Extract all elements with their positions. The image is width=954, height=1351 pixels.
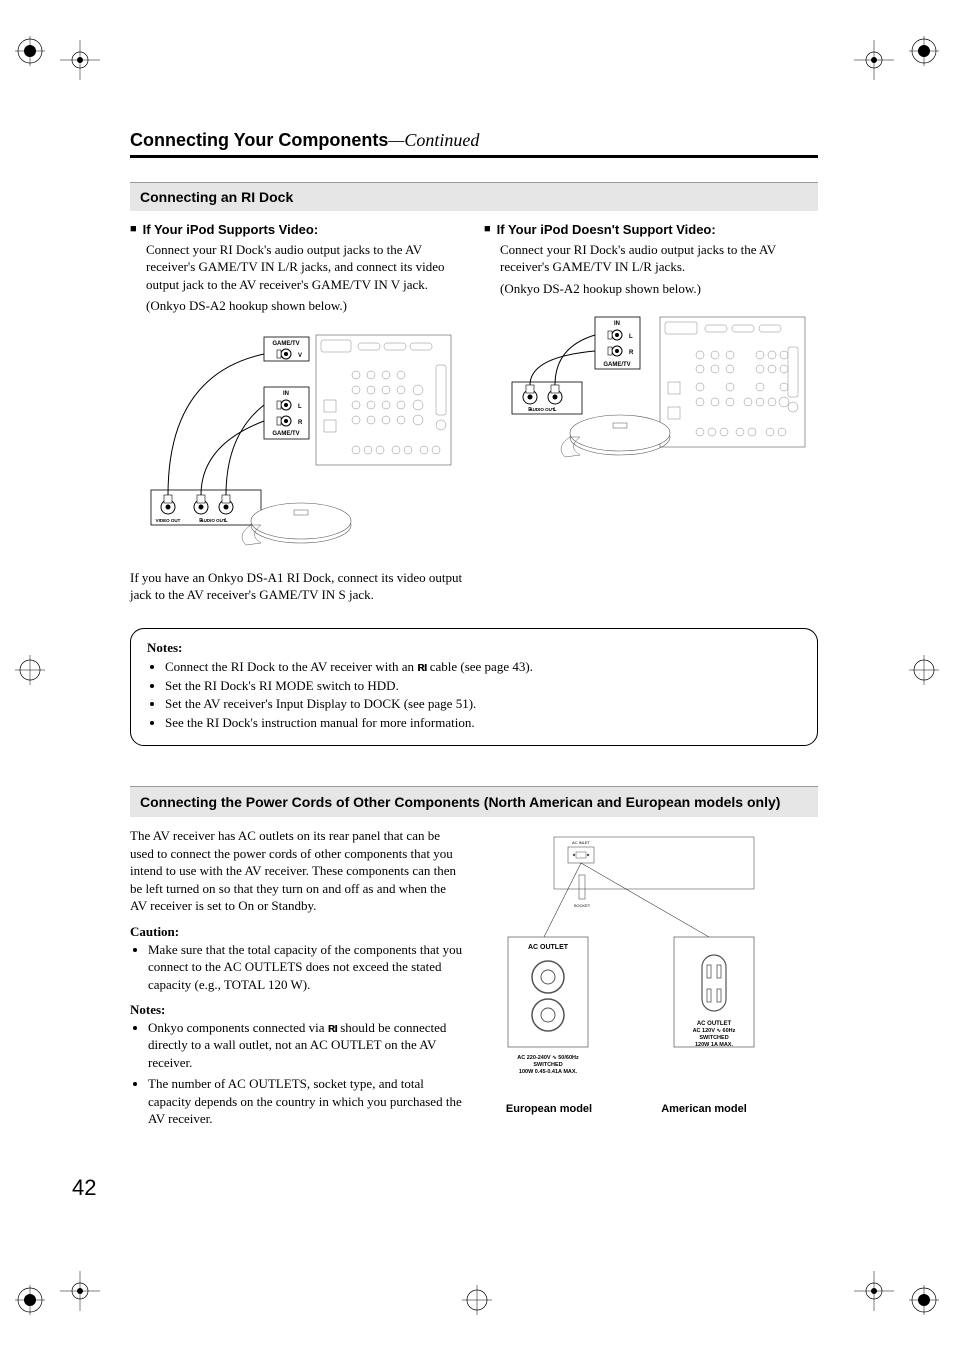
right-p1: Connect your RI Dock's audio output jack… — [484, 241, 818, 276]
section2-title: Connecting the Power Cords of Other Comp… — [130, 786, 818, 817]
label-l: L — [298, 404, 302, 410]
right-p2: (Onkyo DS-A2 hookup shown below.) — [484, 280, 818, 298]
notes-title: Notes: — [147, 639, 801, 658]
amer-model-label: American model — [654, 1102, 754, 1117]
left-p2: (Onkyo DS-A2 hookup shown below.) — [130, 297, 464, 315]
notes2-item-1: Onkyo components connected via ʀı should… — [148, 1019, 464, 1072]
svg-text:L: L — [553, 407, 556, 413]
page-header: Connecting Your Components—Continued — [130, 130, 818, 158]
ac-outlet-label-eu: AC OUTLET — [528, 944, 569, 951]
label-in: IN — [283, 391, 289, 397]
section1-left: ■ If Your iPod Supports Video: Connect y… — [130, 221, 464, 604]
section2: Connecting the Power Cords of Other Comp… — [130, 786, 818, 1132]
section2-diagram: AC INLET SOCKET AC OUTLET AC 220-240V ∿ … — [484, 827, 818, 1132]
crop-mark-bl — [15, 1285, 45, 1315]
page-content: Connecting Your Components—Continued Con… — [130, 130, 818, 1132]
left-heading: If Your iPod Supports Video: — [143, 221, 319, 239]
square-bullet-icon: ■ — [484, 221, 491, 238]
svg-text:IN: IN — [614, 321, 620, 327]
left-subhead: ■ If Your iPod Supports Video: — [130, 221, 464, 239]
svg-text:AUDIO OUT: AUDIO OUT — [200, 518, 226, 523]
left-post-text: If you have an Onkyo DS-A1 RI Dock, conn… — [130, 569, 464, 604]
svg-text:L: L — [224, 518, 227, 524]
crop-mark-tr — [909, 36, 939, 66]
crop-mark-tl — [15, 36, 45, 66]
svg-text:SWITCHED: SWITCHED — [699, 1035, 728, 1041]
svg-text:R: R — [629, 350, 634, 356]
left-p1: Connect your RI Dock's audio output jack… — [130, 241, 464, 294]
svg-text:SWITCHED: SWITCHED — [533, 1062, 562, 1068]
svg-text:GAME/TV: GAME/TV — [603, 362, 630, 368]
header-title: Connecting Your Components — [130, 130, 388, 150]
caution-title: Caution: — [130, 923, 464, 941]
crop-mark-bc — [462, 1285, 492, 1315]
crop-mark-ml — [15, 655, 45, 685]
crop-mark-mr — [909, 655, 939, 685]
align-br — [854, 1271, 894, 1311]
svg-text:AC INLET: AC INLET — [572, 840, 591, 845]
right-subhead: ■ If Your iPod Doesn't Support Video: — [484, 221, 818, 239]
svg-text:100W 0.45-0.41A MAX.: 100W 0.45-0.41A MAX. — [519, 1069, 578, 1075]
right-heading: If Your iPod Doesn't Support Video: — [497, 221, 716, 239]
label-gametv2: GAME/TV — [272, 431, 299, 437]
svg-text:AC 120V ∿ 60Hz: AC 120V ∿ 60Hz — [693, 1028, 736, 1034]
svg-text:120W 1A MAX.: 120W 1A MAX. — [695, 1042, 733, 1048]
ri-icon: ʀı — [328, 1020, 337, 1035]
caution-list: Make sure that the total capacity of the… — [130, 941, 464, 994]
section1-title: Connecting an RI Dock — [130, 182, 818, 211]
svg-text:AC OUTLET: AC OUTLET — [697, 1021, 732, 1027]
euro-model-label: European model — [504, 1102, 594, 1117]
align-bl — [60, 1271, 100, 1311]
section1-columns: ■ If Your iPod Supports Video: Connect y… — [130, 221, 818, 604]
align-tl — [60, 40, 100, 80]
notes2-title: Notes: — [130, 1001, 464, 1019]
crop-mark-br — [909, 1285, 939, 1315]
note-item-3: Set the AV receiver's Input Display to D… — [165, 695, 801, 714]
page-number: 42 — [72, 1175, 96, 1201]
left-diagram: GAME/TV V IN L R GAME/TV — [146, 325, 464, 555]
svg-text:SOCKET: SOCKET — [574, 903, 591, 908]
note-item-1: Connect the RI Dock to the AV receiver w… — [165, 658, 801, 677]
notes-list: Connect the RI Dock to the AV receiver w… — [147, 658, 801, 733]
svg-text:L: L — [629, 334, 633, 340]
notes2-list: Onkyo components connected via ʀı should… — [130, 1019, 464, 1128]
align-tr — [854, 40, 894, 80]
label-v: V — [298, 353, 302, 359]
svg-text:AUDIO OUT: AUDIO OUT — [529, 407, 555, 412]
section1-right: ■ If Your iPod Doesn't Support Video: Co… — [484, 221, 818, 604]
note-item-2: Set the RI Dock's RI MODE switch to HDD. — [165, 677, 801, 696]
label-r: R — [298, 420, 303, 426]
section2-intro: The AV receiver has AC outlets on its re… — [130, 827, 464, 915]
section2-columns: The AV receiver has AC outlets on its re… — [130, 827, 818, 1132]
label-video-out: VIDEO OUT — [156, 518, 181, 523]
right-diagram: IN L R GAME/TV R AUDIO OUT L — [500, 307, 818, 477]
svg-text:AC 220-240V ∿ 50/60Hz: AC 220-240V ∿ 50/60Hz — [517, 1055, 579, 1061]
notes2-item-2: The number of AC OUTLETS, socket type, a… — [148, 1075, 464, 1128]
notes-box: Notes: Connect the RI Dock to the AV rec… — [130, 628, 818, 746]
label-gametv1: GAME/TV — [272, 341, 299, 347]
caution-item: Make sure that the total capacity of the… — [148, 941, 464, 994]
note-item-4: See the RI Dock's instruction manual for… — [165, 714, 801, 733]
square-bullet-icon: ■ — [130, 221, 137, 238]
section2-text: The AV receiver has AC outlets on its re… — [130, 827, 464, 1132]
header-continued: —Continued — [388, 130, 479, 150]
